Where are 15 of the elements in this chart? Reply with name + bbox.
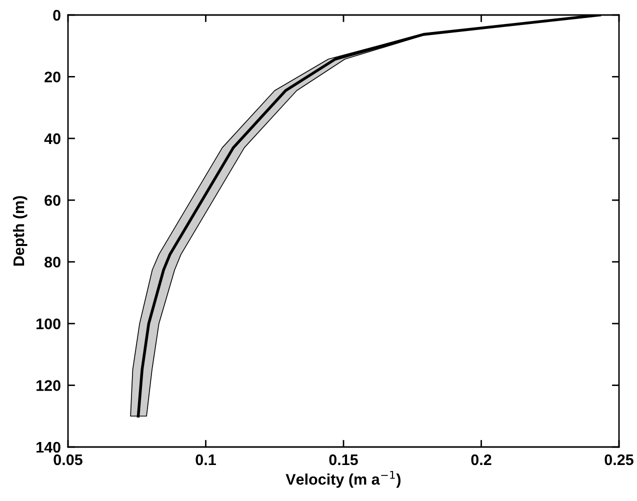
y-tick-label: 120 [36,380,60,391]
x-axis-title: Velocity (m a$^{−1}$) [286,470,400,488]
y-tick-label: 100 [36,318,60,330]
y-axis-title: Depth (m) [12,196,28,266]
x-tick-label: 0.15 [329,454,358,466]
y-tick-label: 0 [53,10,60,21]
x-tick-label: 0.2 [471,454,492,466]
x-tick-label: 0.05 [54,454,82,466]
x-tick-label: 0.25 [604,454,634,466]
y-tick-label: 60 [44,195,60,206]
y-tick-label: 40 [44,133,60,144]
y-tick-label: 140 [36,442,60,453]
y-tick-label: 20 [44,72,60,82]
x-tick-label: 0.1 [196,454,216,466]
y-tick-label: 80 [44,256,60,268]
